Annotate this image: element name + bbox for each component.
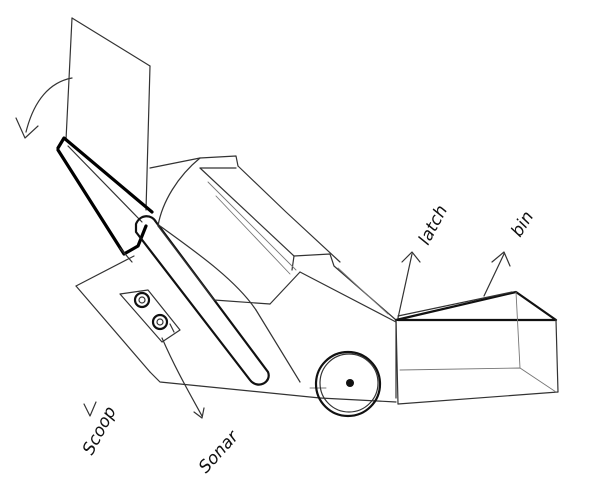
- wheel-axle: [346, 379, 354, 387]
- label-scoop: Scoop: [79, 403, 121, 458]
- bin: [394, 290, 559, 405]
- scoop-arm: [56, 136, 154, 263]
- bin-arrow: [483, 251, 511, 297]
- sonar-eye-top: [133, 291, 151, 309]
- sonar-eye-bottom: [151, 313, 169, 331]
- front-body: [75, 225, 321, 399]
- main-linkage-arm: [134, 215, 270, 386]
- label-sonar: Sonar: [195, 427, 244, 478]
- label-latch: latch: [415, 202, 452, 248]
- latch: [397, 251, 421, 319]
- flap-motion-arrow: [15, 77, 73, 139]
- label-bin: bin: [507, 208, 538, 241]
- sonar-sensor: [119, 289, 181, 343]
- sonar-arrow: [161, 337, 205, 419]
- scoop-arrow: [83, 401, 97, 417]
- chute-body: [149, 155, 397, 321]
- wheel: [314, 350, 382, 418]
